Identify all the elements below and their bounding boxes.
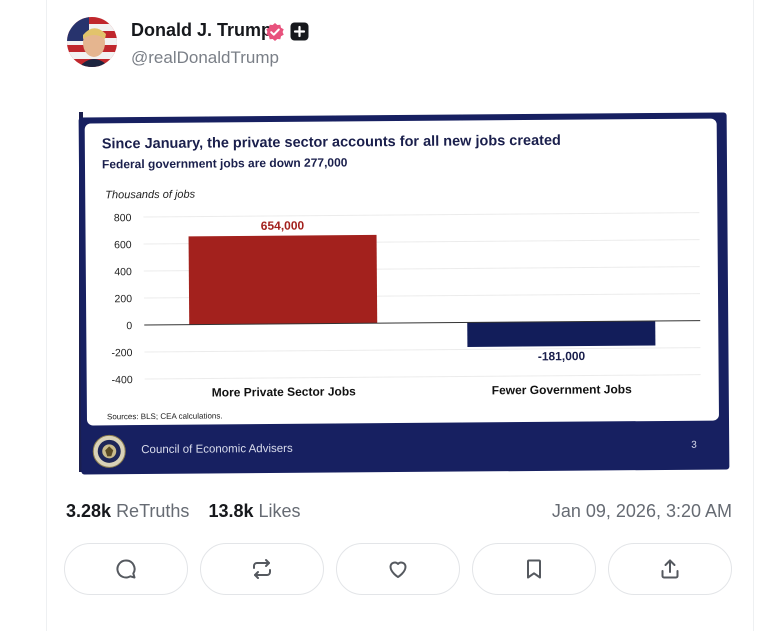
- zero-axis-line: [144, 320, 701, 326]
- share-icon: [661, 559, 679, 579]
- category-label: Fewer Government Jobs: [492, 382, 632, 397]
- gridline: [144, 374, 701, 380]
- post-timestamp[interactable]: Jan 09, 2026, 3:20 AM: [551, 501, 732, 521]
- plus-badge-icon: [290, 22, 309, 41]
- post-image-slide[interactable]: Since January, the private sector accoun…: [78, 112, 730, 475]
- y-tick-label: 0: [126, 320, 132, 332]
- heart-icon: [389, 561, 407, 578]
- comment-icon: [116, 559, 136, 579]
- bar-chart: 800 600 400 200 0 -200 -400 654,000 More Private…: [111, 212, 701, 400]
- slide-page-number: 3: [691, 439, 697, 451]
- footer-organization: Council of Economic Advisers: [141, 442, 293, 457]
- likes-label[interactable]: Likes: [258, 501, 301, 521]
- cea-seal-icon: [92, 434, 126, 468]
- bar-0: [188, 234, 378, 325]
- verified-icon: [266, 23, 284, 41]
- share-button[interactable]: [608, 543, 732, 595]
- y-tick-label: 800: [114, 212, 132, 224]
- gridline: [144, 347, 701, 353]
- data-label: -181,000: [538, 349, 586, 363]
- repost-icon: [253, 559, 271, 579]
- y-tick-label: 400: [114, 266, 132, 278]
- chart-panel: Since January, the private sector accoun…: [84, 118, 720, 426]
- retruths-label[interactable]: ReTruths: [116, 501, 190, 521]
- post-stats: 3.28k ReTruths 13.8k Likes: [66, 501, 301, 522]
- data-label: 654,000: [261, 218, 305, 232]
- avatar[interactable]: [67, 17, 117, 67]
- like-button[interactable]: [336, 543, 460, 595]
- category-label: More Private Sector Jobs: [212, 384, 356, 399]
- gridline: [143, 212, 700, 218]
- bookmark-button[interactable]: [472, 543, 596, 595]
- likes-count[interactable]: 13.8k: [208, 501, 254, 521]
- bar-1: [467, 321, 656, 347]
- y-tick-label: -200: [111, 347, 132, 359]
- author-handle[interactable]: @realDonaldTrump: [131, 48, 279, 67]
- retruths-count[interactable]: 3.28k: [66, 501, 112, 521]
- author-name[interactable]: Donald J. Trump: [131, 20, 273, 40]
- bookmark-icon: [527, 559, 541, 579]
- y-tick-label: 600: [114, 239, 132, 251]
- reply-button[interactable]: [64, 543, 188, 595]
- retruth-button[interactable]: [200, 543, 324, 595]
- y-tick-label: 200: [114, 293, 132, 305]
- y-tick-label: -400: [112, 374, 133, 386]
- chart-source: Sources: BLS; CEA calculations.: [106, 411, 223, 422]
